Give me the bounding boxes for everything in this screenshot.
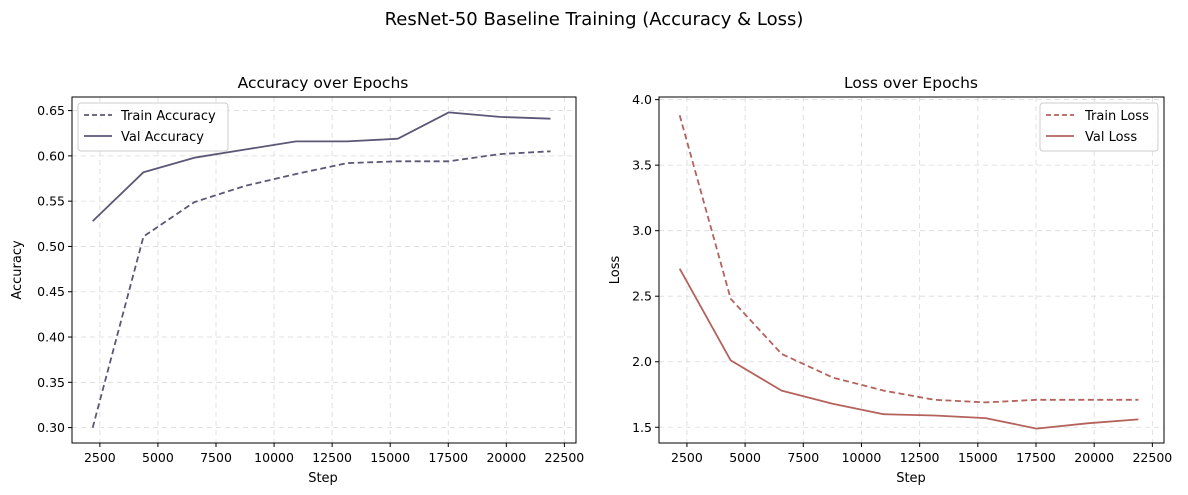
loss-x-tick-label: 2500	[671, 450, 703, 465]
loss-x-tick-label: 15000	[958, 450, 998, 465]
legend-label-train-accuracy: Train Accuracy	[120, 109, 216, 124]
figure-suptitle: ResNet-50 Baseline Training (Accuracy & …	[385, 9, 804, 30]
loss-y-tick-label: 3.5	[632, 158, 652, 173]
loss-x-tick-label: 17500	[1016, 450, 1056, 465]
accuracy-series	[91, 111, 551, 428]
accuracy-y-tick-label: 0.45	[37, 284, 65, 299]
loss-plot-frame	[658, 96, 1165, 444]
accuracy-grid	[72, 97, 576, 443]
accuracy-plot-frame	[71, 96, 577, 444]
loss-y-tick-label: 2.5	[632, 289, 652, 304]
accuracy-chart-title: Accuracy over Epochs	[238, 74, 409, 92]
accuracy-y-tick-label: 0.40	[37, 330, 65, 345]
loss-legend: Train Loss Val Loss	[1039, 102, 1159, 152]
accuracy-x-axis-label: Step	[308, 471, 338, 486]
loss-x-axis-label: Step	[896, 471, 926, 486]
loss-ticks: 2500 5000 7500 10000 12500 15000 17500 20000 225…	[632, 92, 1172, 465]
loss-legend-frame	[1039, 102, 1159, 152]
val-loss-line	[678, 268, 1139, 430]
accuracy-x-tick-label: 20000	[486, 450, 526, 465]
accuracy-y-tick-label: 0.30	[37, 420, 65, 435]
accuracy-x-tick-label: 17500	[428, 450, 468, 465]
loss-x-tick-label: 7500	[787, 450, 819, 465]
accuracy-y-axis-label: Accuracy	[10, 240, 25, 300]
accuracy-y-tick-label: 0.60	[37, 148, 65, 163]
accuracy-y-tick-label: 0.55	[37, 194, 65, 209]
accuracy-x-tick-label: 5000	[142, 450, 174, 465]
loss-subplot: Loss over Epochs Step Loss 2500 5000 7500 1…	[608, 74, 1172, 486]
legend-label-train-loss: Train Loss	[1084, 109, 1149, 124]
accuracy-x-tick-label: 7500	[200, 450, 232, 465]
accuracy-subplot: Accuracy over Epochs Step Accuracy 2500 5…	[10, 74, 584, 486]
loss-x-tick-label: 20000	[1074, 450, 1114, 465]
accuracy-x-tick-label: 2500	[84, 450, 116, 465]
loss-y-tick-label: 2.0	[632, 354, 652, 369]
accuracy-x-tick-label: 12500	[312, 450, 352, 465]
accuracy-x-tick-label: 22500	[545, 450, 585, 465]
val-accuracy-line	[92, 111, 551, 222]
legend-label-val-loss: Val Loss	[1085, 130, 1137, 145]
loss-x-tick-label: 10000	[842, 450, 882, 465]
loss-chart-title: Loss over Epochs	[844, 74, 978, 92]
loss-series	[678, 115, 1139, 430]
accuracy-x-tick-label: 10000	[254, 450, 294, 465]
accuracy-legend: Train Accuracy Val Accuracy	[77, 102, 229, 152]
loss-y-tick-label: 3.0	[632, 223, 652, 238]
loss-x-tick-label: 12500	[900, 450, 940, 465]
loss-y-axis-label: Loss	[608, 256, 623, 285]
accuracy-x-tick-label: 15000	[370, 450, 410, 465]
legend-label-val-accuracy: Val Accuracy	[121, 130, 204, 145]
train-loss-line	[678, 115, 1139, 404]
loss-y-tick-label: 1.5	[632, 420, 652, 435]
loss-grid	[659, 97, 1164, 443]
accuracy-y-tick-label: 0.50	[37, 239, 65, 254]
accuracy-y-tick-label: 0.35	[37, 375, 65, 390]
loss-x-tick-label: 5000	[729, 450, 761, 465]
accuracy-y-tick-label: 0.65	[37, 103, 65, 118]
accuracy-legend-frame	[77, 102, 229, 152]
accuracy-ticks: 2500 5000 7500 10000 12500 15000 17500 20000 225…	[37, 103, 584, 465]
loss-y-tick-label: 4.0	[632, 92, 652, 107]
train-accuracy-line	[91, 150, 551, 428]
loss-x-tick-label: 22500	[1132, 450, 1172, 465]
